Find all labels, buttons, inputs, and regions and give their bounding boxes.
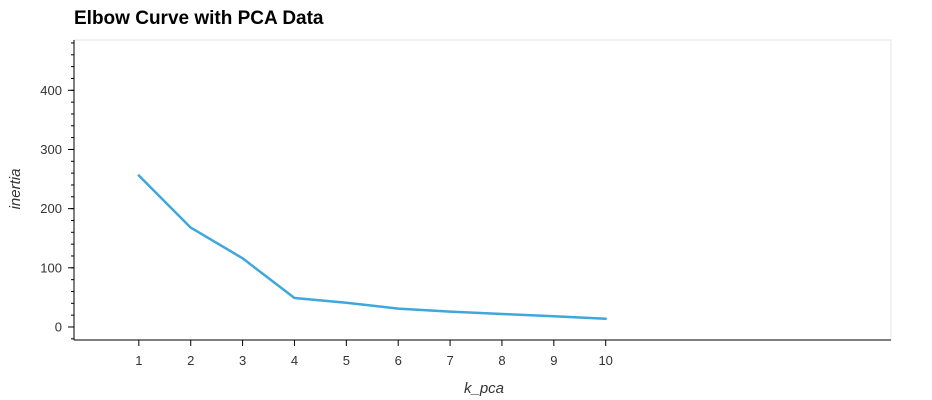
x-axis-label: k_pca <box>464 380 504 397</box>
series-layer <box>137 174 607 320</box>
x-tick-label: 1 <box>135 353 142 368</box>
x-tick-label: 10 <box>598 353 612 368</box>
y-tick-label: 100 <box>40 260 62 275</box>
y-tick-label: 400 <box>40 83 62 98</box>
chart-title: Elbow Curve with PCA Data <box>74 8 324 29</box>
y-tick-label: 0 <box>55 319 62 334</box>
x-tick-label: 6 <box>395 353 402 368</box>
y-tick-label: 300 <box>40 142 62 157</box>
x-tick-label: 3 <box>239 353 246 368</box>
x-tick-label: 4 <box>291 353 298 368</box>
x-tick-label: 2 <box>187 353 194 368</box>
axes <box>73 40 891 341</box>
y-axis-label: inertia <box>7 169 24 210</box>
x-tick-label: 5 <box>343 353 350 368</box>
y-tick-label: 200 <box>40 201 62 216</box>
x-tick-label: 9 <box>550 353 557 368</box>
x-tick-label: 7 <box>446 353 453 368</box>
x-tick-label: 8 <box>498 353 505 368</box>
series-line <box>137 174 607 320</box>
x-axis-ticks: 1 2 3 4 5 6 7 8 9 10 <box>135 340 613 368</box>
plot-frame <box>73 39 892 341</box>
y-axis-ticks: 0 100 200 300 400 <box>40 42 74 340</box>
